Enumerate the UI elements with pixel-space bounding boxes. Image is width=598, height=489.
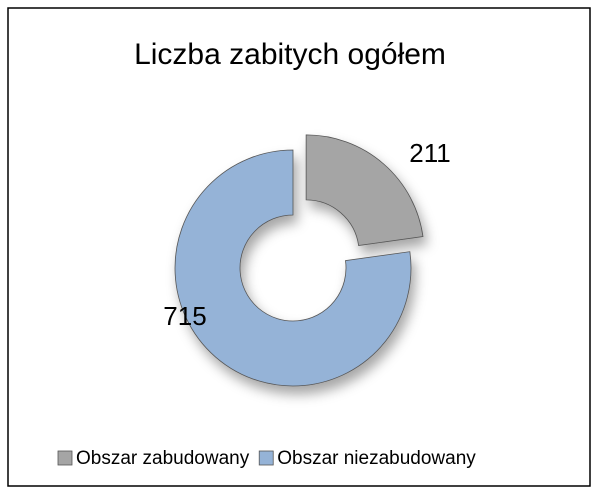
donut: [174, 134, 424, 387]
donut-slice: [305, 134, 424, 247]
data-label: 211: [409, 138, 450, 168]
chart-title: Liczba zabitych ogółem: [134, 38, 446, 71]
legend-label: Obszar niezabudowany: [277, 448, 476, 469]
legend-swatch: [258, 450, 274, 466]
donut-slice: [174, 149, 412, 387]
data-label: 715: [163, 301, 206, 331]
legend-swatch: [57, 450, 73, 466]
legend-label: Obszar zabudowany: [76, 448, 250, 469]
chart-frame: [7, 7, 591, 487]
